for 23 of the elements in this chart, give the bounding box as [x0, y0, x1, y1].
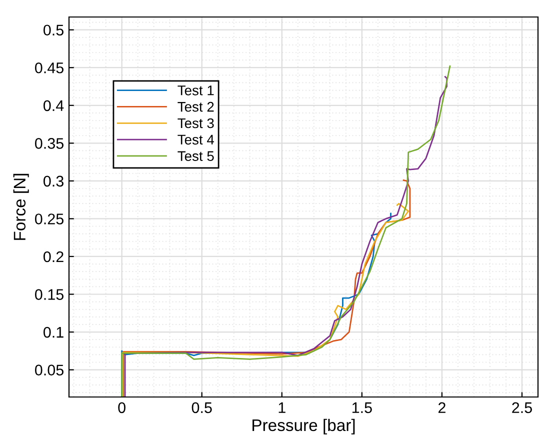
y-tick-label: 0.3 [44, 176, 64, 187]
y-tick-label: 0.45 [35, 62, 64, 74]
y-tick-label: 0.15 [35, 289, 64, 300]
legend-label: Test 1 [178, 86, 214, 96]
legend-label: Test 5 [178, 151, 214, 161]
y-tick-label: 0.35 [35, 138, 64, 149]
y-tick-label: 0.2 [44, 251, 64, 262]
x-tick-label: 1 [278, 402, 286, 413]
legend-label: Test 3 [178, 118, 214, 128]
x-tick-label: 2.5 [512, 402, 532, 414]
x-tick-label: 2 [438, 402, 446, 413]
y-tick-label: 0.25 [35, 214, 64, 224]
legend-label: Test 2 [178, 102, 214, 112]
legend-label: Test 4 [178, 134, 214, 145]
y-tick-label: 0.1 [44, 326, 64, 338]
x-tick-label: 0 [118, 402, 126, 414]
x-tick-label: 0.5 [192, 402, 212, 414]
y-tick-label: 0.05 [35, 364, 64, 376]
y-tick-label: 0.4 [44, 100, 64, 112]
y-tick-label: 0.5 [44, 24, 64, 36]
x-axis-title: Pressure [bar] [252, 418, 355, 434]
y-axis-title: Force [N] [13, 174, 29, 240]
x-tick-label: 1.5 [352, 402, 372, 414]
